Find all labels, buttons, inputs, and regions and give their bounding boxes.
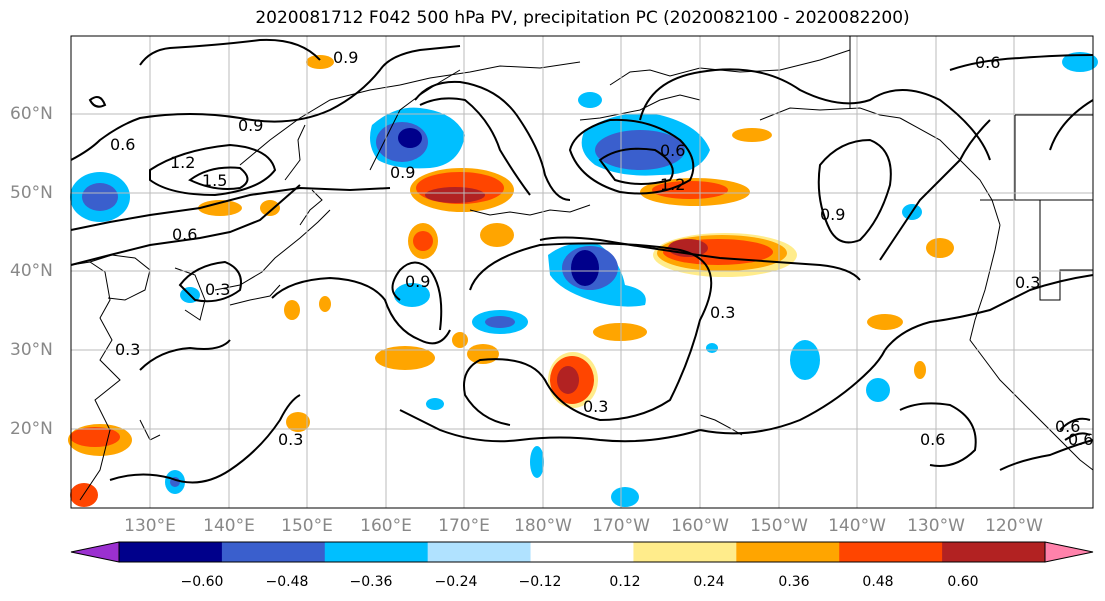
lat-label: 40°N <box>10 261 53 281</box>
colorbar-tick-label: 0.24 <box>693 574 725 590</box>
colorbar-swatch <box>530 542 634 562</box>
contour-label: 0.9 <box>333 48 358 67</box>
lat-label: 60°N <box>10 104 53 124</box>
lon-label: 130°W <box>907 516 965 536</box>
contour-label-text: 0.9 0.6 0.9 0.6 1.2 1.5 0.9 0.6 0.6 1.2 … <box>110 48 1093 449</box>
colorbar-tick-label: 0.12 <box>609 574 641 590</box>
contour-label: 1.2 <box>660 175 685 194</box>
lon-label: 170°W <box>592 516 650 536</box>
lat-label: 30°N <box>10 340 53 360</box>
gridlines <box>71 36 1093 508</box>
colorbar-swatch <box>736 542 840 562</box>
lon-label: 140°E <box>203 516 255 536</box>
colorbar-swatch <box>839 542 943 562</box>
colorbar-tick-label: −0.48 <box>265 574 309 590</box>
coastlines <box>70 36 1094 501</box>
colorbar-swatch <box>119 542 223 562</box>
colorbar-swatch <box>633 542 737 562</box>
lon-label: 150°E <box>281 516 333 536</box>
positive-anomaly-subtropics <box>68 55 954 507</box>
lon-label: 180°W <box>514 516 572 536</box>
contour-label: 0.3 <box>115 340 140 359</box>
lon-label: 120°W <box>985 516 1043 536</box>
colorbar-extend-low <box>70 541 120 563</box>
contour-label: 0.6 <box>1055 417 1080 436</box>
colorbar-outline <box>118 541 1046 563</box>
colorbar-tick-label: 0.36 <box>778 574 810 590</box>
contour-label: 0.6 <box>1068 430 1093 449</box>
contour-label: 0.3 <box>583 397 608 416</box>
contour-label: 0.6 <box>660 141 685 160</box>
contour-label: 0.6 <box>975 53 1000 72</box>
lon-label: 140°W <box>828 516 886 536</box>
map-border <box>70 35 1094 509</box>
lon-label: 160°W <box>671 516 729 536</box>
positive-anomaly-gulf-of-alaska-west <box>640 178 797 277</box>
contour-label: 1.2 <box>170 153 195 172</box>
negative-anomaly-small <box>165 52 1098 507</box>
lat-label: 20°N <box>10 419 53 439</box>
contour-label: 0.6 <box>110 135 135 154</box>
colorbar-swatch <box>324 542 429 562</box>
colorbar-tick-label: 0.48 <box>862 574 894 590</box>
contour-label: 0.9 <box>238 116 263 135</box>
contour-label: 0.3 <box>710 303 735 322</box>
colorbar-extend-high <box>1044 541 1094 563</box>
colorbar-swatch <box>221 542 326 562</box>
contour-label: 0.3 <box>278 430 303 449</box>
colorbar-tick-label: −0.24 <box>434 574 478 590</box>
lon-label: 170°E <box>438 516 490 536</box>
colorbar-tick-label: −0.12 <box>518 574 562 590</box>
contour-label: 1.5 <box>202 171 227 190</box>
contour-label: 0.9 <box>820 205 845 224</box>
contour-label: 0.6 <box>920 430 945 449</box>
colorbar-tick-label: 0.60 <box>947 574 979 590</box>
colorbar-tick-label: −0.60 <box>180 574 224 590</box>
lon-label: 150°W <box>750 516 808 536</box>
contour-label: 0.6 <box>172 225 197 244</box>
negative-anomaly-bering <box>581 113 710 176</box>
lat-label: 50°N <box>10 183 53 203</box>
negative-anomaly-west-pacific <box>70 172 130 222</box>
positive-anomaly-north-pacific <box>410 168 514 212</box>
contour-label: 0.3 <box>1015 273 1040 292</box>
colorbar <box>70 541 1094 563</box>
contour-label: 0.9 <box>405 272 430 291</box>
lon-label: 160°E <box>360 516 412 536</box>
colorbar-swatch <box>942 542 1046 562</box>
pv-contours <box>70 38 1094 484</box>
colorbar-swatch <box>427 542 532 562</box>
contour-label: 0.3 <box>205 280 230 299</box>
lon-label: 130°E <box>124 516 176 536</box>
colorbar-tick-label: −0.36 <box>349 574 393 590</box>
map-title: 2020081712 F042 500 hPa PV, precipitatio… <box>255 8 910 28</box>
contour-label: 0.9 <box>390 163 415 182</box>
